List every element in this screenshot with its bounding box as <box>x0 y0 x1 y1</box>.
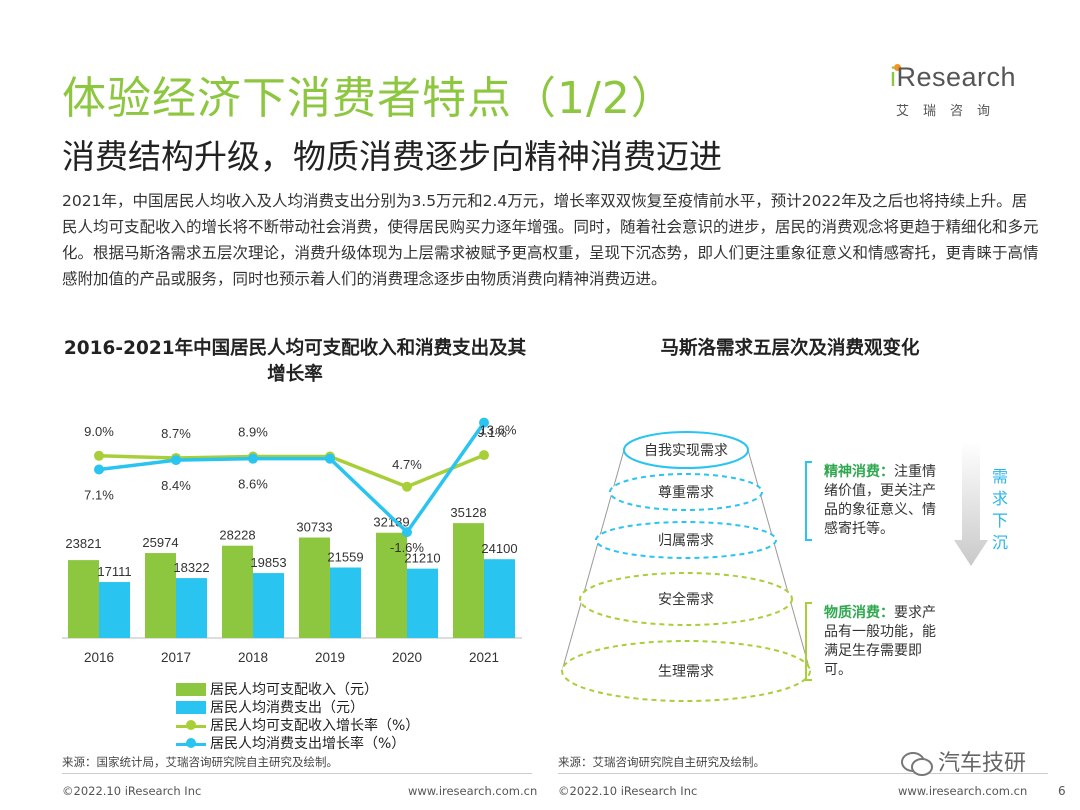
pyramid-level <box>561 640 811 702</box>
growth-label: 8.9% <box>238 425 268 440</box>
bar-value-label: 17111 <box>97 564 131 579</box>
footer-url-right: www.iresearch.com.cn <box>898 784 1028 798</box>
bar <box>299 537 330 638</box>
growth-label: 7.1% <box>84 487 114 502</box>
intro-paragraph: 2021年，中国居民人均收入及人均消费支出分别为3.5万元和2.4万元，增长率双… <box>62 192 1039 288</box>
pyramid-level-label: 安全需求 <box>658 591 714 608</box>
left-source: 来源：国家统计局，艾瑞咨询研究院自主研究及绘制。 <box>62 755 338 769</box>
bar <box>484 559 515 638</box>
legend-item-consumption: 居民人均消费支出（元） <box>176 698 419 716</box>
legend-item-income: 居民人均可支配收入（元） <box>176 680 419 698</box>
maslow-chart-title: 马斯洛需求五层次及消费观变化 <box>660 338 920 359</box>
bar-value-label: 30733 <box>296 520 332 535</box>
footer-divider-right <box>558 773 1048 774</box>
bar-value-label: 28228 <box>219 528 255 543</box>
right-source: 来源：艾瑞咨询研究院自主研究及绘制。 <box>558 755 765 769</box>
bar <box>330 567 361 638</box>
footer-copyright-left: ©2022.10 iResearch Inc <box>62 784 202 798</box>
footer-divider-left <box>62 773 532 774</box>
legend-swatch-icon <box>176 700 206 714</box>
bar <box>145 553 176 638</box>
bar <box>453 523 484 638</box>
growth-point <box>479 450 489 461</box>
x-tick-label: 2020 <box>392 650 422 665</box>
growth-label: 8.4% <box>161 478 191 493</box>
logo-dot-icon <box>894 64 901 71</box>
legend-item-income-growth: 居民人均可支配收入增长率（%） <box>176 716 419 734</box>
bar-value-label: 21210 <box>404 551 440 566</box>
material-note: 物质消费：要求产品有一般功能，能满足生存需要即可。 <box>824 605 936 678</box>
bar <box>222 545 253 638</box>
bar-value-label: 21559 <box>327 550 363 565</box>
bar-value-label: 25974 <box>142 535 178 550</box>
growth-point <box>479 417 489 428</box>
growth-label: 9.1% <box>477 425 507 440</box>
x-tick-label: 2018 <box>238 650 268 665</box>
demand-sink-label: 需求下沉 <box>991 467 1008 552</box>
bar-value-label: 19853 <box>250 555 286 570</box>
pyramid-level <box>579 572 793 626</box>
pyramid-level-label: 生理需求 <box>658 664 714 680</box>
bar <box>68 560 99 638</box>
bar-value-label: 24100 <box>481 541 517 556</box>
bar <box>176 578 207 638</box>
pyramid-level <box>609 473 763 511</box>
growth-point <box>171 455 181 466</box>
growth-label: 8.6% <box>238 477 268 492</box>
legend-line-icon <box>176 737 206 750</box>
logo-wordmark: iResearch <box>890 62 1017 92</box>
bar <box>407 568 438 638</box>
growth-label: -1.6% <box>390 540 424 555</box>
watermark: 汽车技研 <box>900 745 1026 778</box>
page-number: 6 <box>1058 784 1066 798</box>
growth-label: 4.7% <box>392 457 422 472</box>
growth-point <box>248 453 258 464</box>
pyramid-level <box>595 521 777 559</box>
iresearch-logo: iResearch 艾瑞咨询 <box>890 62 1030 122</box>
growth-label: 8.7% <box>161 426 191 441</box>
growth-point <box>325 453 335 464</box>
chart-legend: 居民人均可支配收入（元） 居民人均消费支出（元） 居民人均可支配收入增长率（%）… <box>176 680 419 752</box>
bar-value-label: 18322 <box>173 560 209 575</box>
growth-point <box>94 450 104 461</box>
logo-cn-text: 艾瑞咨询 <box>896 104 1005 119</box>
legend-swatch-icon <box>176 682 206 696</box>
pyramid-level <box>623 431 749 469</box>
footer-url-left: www.iresearch.com.cn <box>408 784 538 798</box>
bar <box>253 573 284 638</box>
bar-value-label: 23821 <box>65 536 101 551</box>
growth-label: 13.6% <box>480 423 517 438</box>
x-tick-label: 2019 <box>315 650 345 665</box>
growth-point <box>402 527 412 538</box>
pyramid-level-label: 自我实现需求 <box>644 443 728 459</box>
spiritual-note: 精神消费：注重情绪价值，更关注产品的象征意义、情感寄托等。 <box>824 464 936 537</box>
growth-line <box>98 421 486 535</box>
x-tick-label: 2017 <box>161 650 191 665</box>
legend-line-icon <box>176 719 206 732</box>
growth-point <box>402 481 412 492</box>
material-bracket <box>805 602 812 681</box>
growth-label: 9.0% <box>84 424 114 439</box>
growth-point <box>94 464 104 475</box>
bar-value-label: 35128 <box>450 505 486 520</box>
pyramid-level-label: 归属需求 <box>658 532 714 549</box>
legend-item-consumption-growth: 居民人均消费支出增长率（%） <box>176 734 419 752</box>
wechat-icon <box>901 752 933 776</box>
footer-copyright-right: ©2022.10 iResearch Inc <box>558 784 698 798</box>
page-title: 体验经济下消费者特点（1/2） <box>62 73 676 124</box>
income-chart-title: 2016-2021年中国居民人均可支配收入和消费支出及其增长率 <box>63 338 527 385</box>
bar <box>99 582 130 638</box>
growth-line <box>98 453 485 489</box>
page-subtitle: 消费结构升级，物质消费逐步向精神消费迈进 <box>62 137 722 176</box>
x-tick-label: 2021 <box>469 650 499 665</box>
spiritual-bracket <box>805 461 812 541</box>
x-tick-label: 2016 <box>84 650 114 665</box>
bar <box>376 532 407 638</box>
down-arrow-icon <box>954 442 988 566</box>
pyramid-level-label: 尊重需求 <box>658 484 714 501</box>
